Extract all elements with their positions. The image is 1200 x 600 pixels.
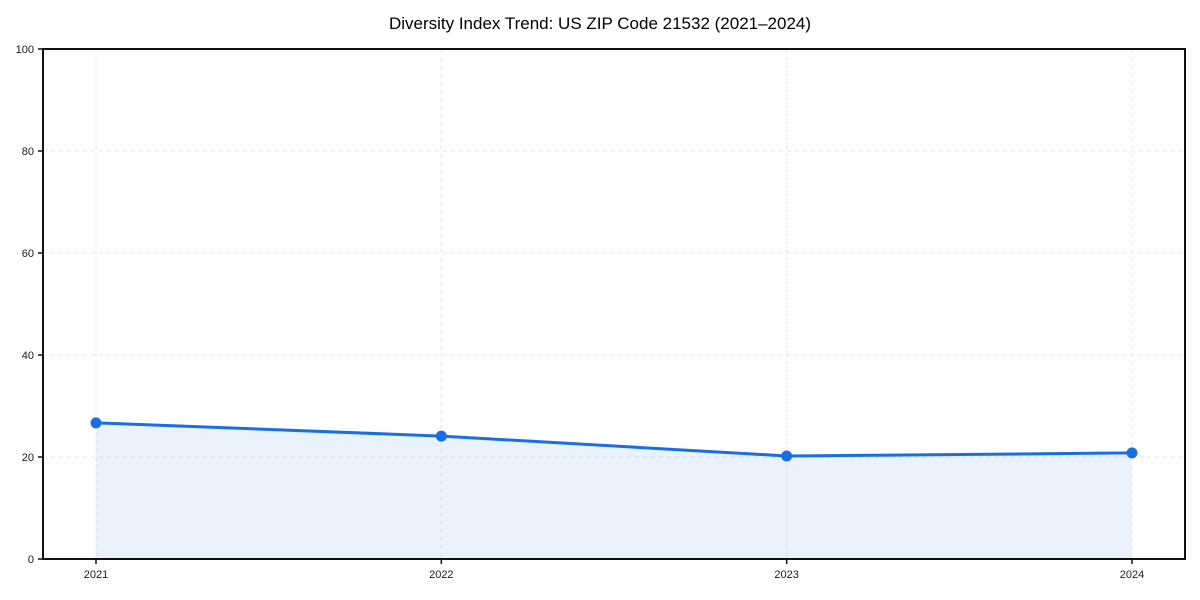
y-tick-label: 0: [28, 554, 34, 566]
plot-border: [42, 48, 1186, 560]
x-tick-label: 2021: [84, 569, 108, 581]
x-tick-label: 2023: [774, 569, 798, 581]
data-point-marker: [1126, 447, 1138, 459]
y-tick-label: 80: [22, 146, 34, 158]
label-layer: 0 20 40 60 80 100 2021 2022 2023 2024: [16, 44, 1145, 581]
y-tick-label: 60: [22, 248, 34, 260]
series-layer: [90, 417, 1138, 462]
data-point-marker: [435, 430, 447, 442]
trend-line: [94, 421, 1134, 458]
data-point-marker: [90, 417, 102, 429]
chart-title: Diversity Index Trend: US ZIP Code 21532…: [389, 14, 811, 33]
y-tick-label: 20: [22, 452, 34, 464]
tick-layer: [38, 48, 1133, 564]
spine-layer: [42, 48, 1186, 560]
y-tick-label: 100: [16, 44, 34, 56]
area-layer: [96, 422, 1132, 559]
x-tick-label: 2022: [429, 569, 453, 581]
data-point-marker: [781, 450, 793, 462]
grid-layer: [43, 49, 1185, 559]
y-tick-label: 40: [22, 350, 34, 362]
area-fill: [96, 422, 1132, 559]
x-tick-label: 2024: [1120, 569, 1144, 581]
